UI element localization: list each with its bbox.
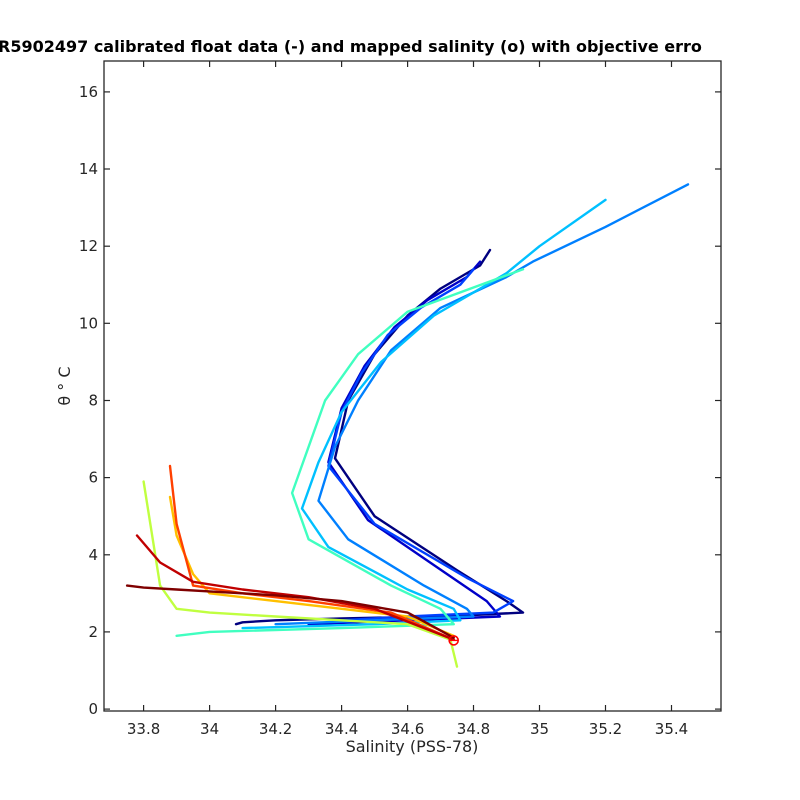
- y-tick-label: 6: [88, 469, 98, 487]
- marker-layer: [448, 635, 460, 646]
- tick-layer: 33.8 34 34.2 34.4 34.6 34.8 35 35.2 35.4 0 2 4 6 8 10 1…: [79, 61, 721, 738]
- plot-frame: [103, 60, 722, 712]
- y-tick-label: 8: [88, 392, 98, 410]
- chart-title: R5902497 calibrated float data (-) and m…: [0, 37, 702, 56]
- x-tick-label: 34.8: [457, 720, 490, 738]
- y-tick-label: 12: [79, 237, 98, 255]
- y-tick-label: 10: [79, 314, 98, 332]
- profile-line-4: [274, 183, 690, 626]
- x-tick-label: 33.8: [127, 720, 160, 738]
- profile-line-10: [135, 534, 455, 641]
- x-axis-label: Salinity (PSS-78): [346, 737, 479, 756]
- x-tick-label: 35: [530, 720, 549, 738]
- x-tick-label: 34: [200, 720, 219, 738]
- y-tick-label: 4: [88, 546, 98, 564]
- y-tick-label: 16: [79, 83, 98, 101]
- x-tick-label: 34.6: [391, 720, 424, 738]
- y-axis-label: θ ° C: [55, 366, 74, 405]
- x-tick-label: 34.4: [325, 720, 358, 738]
- profile-line-11: [125, 584, 455, 639]
- series-layer: [125, 183, 690, 668]
- x-tick-label: 35.4: [655, 720, 688, 738]
- y-tick-label: 0: [88, 700, 98, 718]
- profile-line-7: [142, 480, 459, 668]
- plot-area: [104, 61, 721, 711]
- y-tick-label: 14: [79, 160, 98, 178]
- y-tick-label: 2: [88, 623, 98, 641]
- profile-line-6: [175, 268, 525, 637]
- x-tick-label: 34.2: [259, 720, 292, 738]
- x-tick-label: 35.2: [589, 720, 622, 738]
